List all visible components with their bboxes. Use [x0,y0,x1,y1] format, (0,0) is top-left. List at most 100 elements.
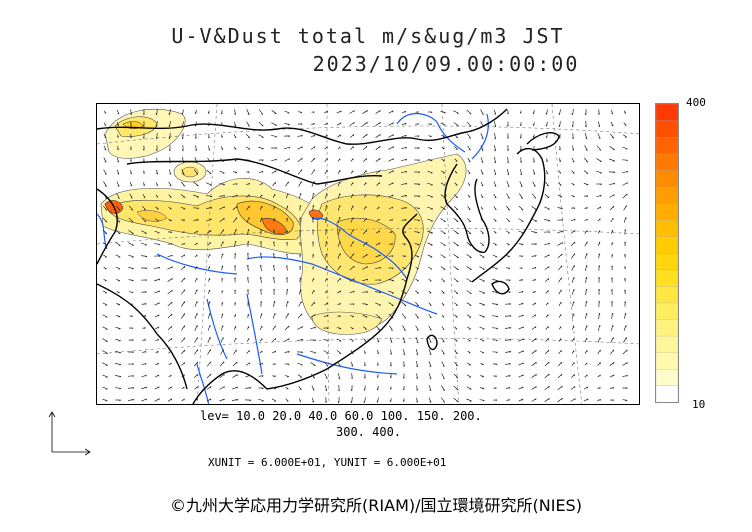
wind-arrow [245,374,251,378]
wind-arrow-head [353,110,355,113]
wind-arrow-head [481,161,484,163]
wind-arrow [532,181,536,187]
wind-arrow-head [469,137,471,139]
wind-arrow-head [326,193,328,195]
wind-arrow [182,109,184,115]
wind-arrow [271,158,277,162]
wind-arrow-head [548,254,550,257]
wind-arrow-head [351,352,354,355]
wind-arrow-head [223,386,225,389]
wind-arrow-head [145,267,148,270]
wind-arrow-head [299,217,302,220]
wind-arrow-head [405,158,408,161]
wind-arrow-head [599,241,601,244]
wind-arrow [624,278,626,282]
wind-arrow-head [585,288,588,291]
wind-arrow [141,362,147,366]
wind-arrow [284,158,290,162]
wind-arrow [610,205,614,211]
wind-arrow [415,302,419,306]
wind-arrow [102,362,108,366]
wind-arrow-head [275,147,278,150]
wind-arrow [584,145,588,151]
wind-arrow [401,170,407,174]
wind-arrow [193,181,199,187]
wind-arrow [130,109,132,115]
wind-arrow-head [521,291,524,293]
wind-arrow [232,171,238,173]
wind-arrow-head [144,351,147,353]
wind-arrow-head [379,146,381,148]
wind-arrow [622,134,628,138]
wind-arrow [428,313,432,319]
wind-arrow-head [366,110,368,112]
wind-arrow [466,374,472,378]
wind-arrow [349,253,355,259]
wind-arrow [233,349,237,355]
wind-arrow-head [131,280,134,282]
wind-arrow [273,253,275,259]
wind-arrow-head [600,172,602,174]
wind-arrow [505,315,511,317]
color-scale-swatch [655,252,679,271]
wind-arrow [374,291,382,293]
wind-arrow [311,181,315,187]
wind-arrow-head [507,161,509,164]
wind-arrow-head [155,149,158,151]
wind-arrow [363,170,367,174]
wind-arrow [610,109,614,115]
wind-arrow [440,194,446,198]
wind-arrow-head [117,148,119,151]
wind-arrow-head [481,149,484,151]
color-scale-swatch [655,120,679,138]
wind-arrow [388,279,394,281]
wind-arrow-head [104,185,107,187]
wind-arrow [531,206,537,210]
color-scale-swatches [655,103,679,403]
wind-arrow [102,242,108,246]
wind-arrow [531,255,537,257]
wind-arrow-head [325,216,328,219]
wind-arrow-head [481,137,484,140]
wind-arrow [467,157,471,163]
wind-arrow [219,373,225,379]
wind-arrow [103,145,107,151]
color-scale-swatch [655,186,679,204]
wind-arrow-head [312,253,315,256]
wind-arrow [115,351,121,353]
wind-arrow-head [535,338,537,340]
wind-arrow-head [535,398,537,401]
wind-arrow-head [156,172,158,175]
wind-arrow-head [339,228,341,231]
wind-arrow [440,206,446,210]
wind-arrow [116,169,120,175]
wind-arrow-head [131,291,134,294]
wind-arrow [297,134,303,138]
wind-arrow-head [338,365,341,367]
wind-arrow-head [130,172,132,175]
wind-arrow [520,157,522,163]
wind-arrow-head [132,363,135,366]
wind-arrow [532,302,536,306]
wind-arrow [286,205,288,211]
wind-arrow [571,277,575,283]
wind-arrow [375,302,381,306]
wind-arrow [234,241,236,247]
wind-arrow [598,109,600,115]
wind-arrow-head [145,386,147,389]
wind-arrow [531,266,537,270]
wind-arrow-head [145,279,148,282]
wind-arrow [297,169,303,175]
wind-arrow [103,290,107,294]
wind-arrow-head [236,399,239,401]
wind-arrow [220,349,224,355]
wind-arrow [441,337,445,343]
wind-arrow [323,350,329,354]
wind-arrow-head [223,217,225,220]
wind-arrow [622,362,628,366]
wind-arrow [116,157,120,163]
wind-arrow [610,217,614,223]
wind-arrow-head [158,398,160,401]
wind-arrow [156,120,158,128]
wind-arrow-head [353,278,355,281]
